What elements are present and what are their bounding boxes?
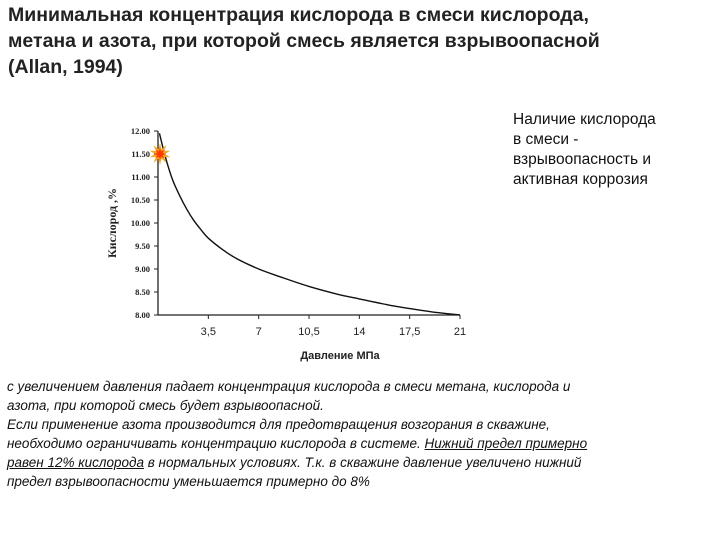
- description-text: с увеличением давления падает концентрац…: [7, 377, 713, 491]
- underlined-text-segment: равен 12% кислорода: [7, 455, 144, 470]
- x-tick-label: 10,5: [298, 326, 319, 338]
- title-line: Минимальная концентрация кислорода в сме…: [8, 4, 589, 26]
- y-tick-label: 9.50: [135, 241, 150, 251]
- y-axis-label: Кислород ,%: [105, 188, 119, 258]
- description-line: азота, при которой смесь будет взрывоопа…: [7, 398, 324, 413]
- side-note: Наличие кислорода в смеси - взрывоопасно…: [513, 110, 713, 190]
- y-tick-label: 10.00: [131, 218, 150, 228]
- description-line: Если применение азота производится для п…: [7, 417, 550, 432]
- description-line: необходимо ограничивать концентрацию кис…: [7, 434, 713, 453]
- title-line: метана и азота, при которой смесь являет…: [8, 30, 600, 52]
- series-line-oxygen: [158, 133, 461, 316]
- description-line: с увеличением давления падает концентрац…: [7, 379, 571, 394]
- description-text-segment: в нормальных условиях. Т.к. в скважине д…: [143, 455, 582, 470]
- y-tick-label: 8.50: [135, 287, 150, 297]
- x-axis-label: Давление МПа: [300, 350, 380, 362]
- x-tick-label: 14: [353, 326, 365, 338]
- y-tick-label: 9.00: [135, 264, 150, 274]
- description-line: предел взрывоопасности уменьшается приме…: [7, 474, 370, 489]
- slide-title: Минимальная концентрация кислорода в сме…: [8, 2, 708, 80]
- y-tick-label: 12.00: [131, 126, 150, 136]
- side-note-line: Наличие кислорода: [513, 111, 656, 128]
- oxygen-pressure-chart: 8.00 8.50 9.00 9.50 10.00 10.50 11.00 11.50 12.0…: [100, 115, 500, 375]
- x-tick-label: 3,5: [201, 326, 216, 338]
- underlined-text-segment: Нижний предел примерно: [424, 436, 588, 451]
- burst-inner-shape: [154, 148, 166, 160]
- side-note-line: в смеси -: [513, 131, 579, 148]
- x-tick-label: 7: [256, 326, 262, 338]
- description-line: равен 12% кислорода в нормальных условия…: [7, 453, 713, 472]
- y-tick-label: 11.00: [131, 172, 150, 182]
- y-tick-label: 10.50: [131, 195, 150, 205]
- side-note-line: взрывоопасность и: [513, 151, 652, 168]
- title-line: (Allan, 1994): [8, 56, 123, 78]
- explosion-burst-icon: [149, 143, 171, 165]
- y-tick-label: 11.50: [131, 149, 150, 159]
- side-note-line: активная коррозия: [513, 171, 648, 188]
- chart-svg: 8.00 8.50 9.00 9.50 10.00 10.50 11.00 11.50 12.0…: [105, 126, 466, 362]
- description-text-segment: необходимо ограничивать концентрацию кис…: [7, 436, 425, 451]
- x-tick-label: 17,5: [399, 326, 420, 338]
- y-axis-ticks: 8.00 8.50 9.00 9.50 10.00 10.50 11.00 11.50 12.0…: [131, 126, 158, 320]
- x-axis-ticks: 3,5 7 10,5 14 17,5 21: [201, 315, 466, 338]
- y-tick-label: 8.00: [135, 310, 150, 320]
- x-tick-label: 21: [454, 326, 466, 338]
